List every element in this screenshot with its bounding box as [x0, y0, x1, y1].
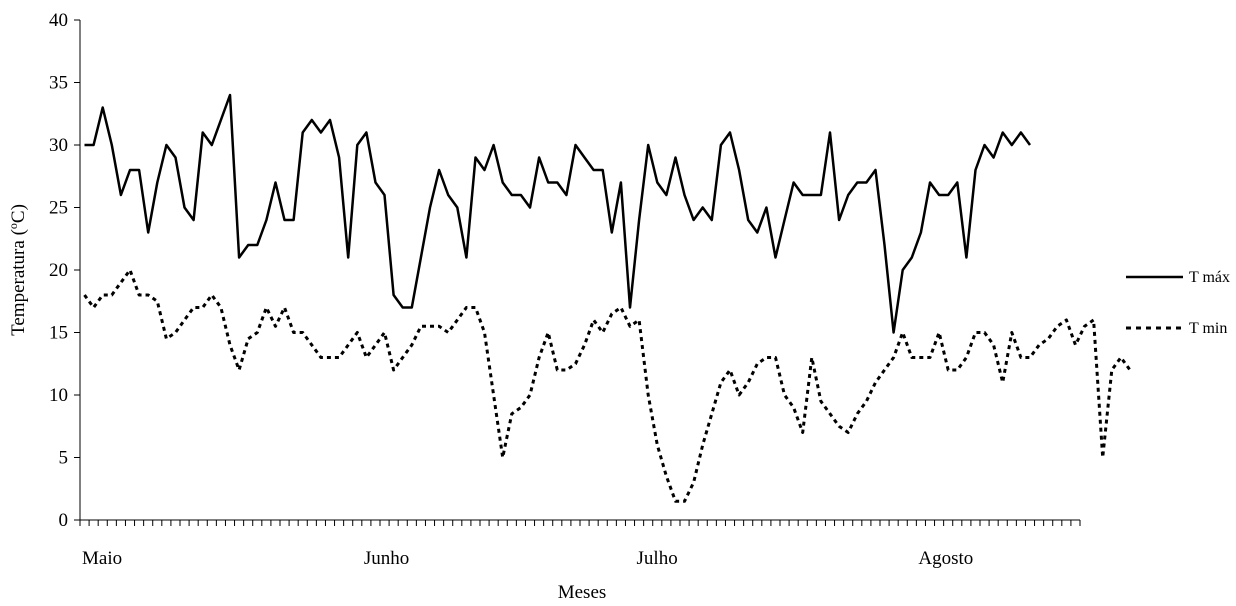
- x-tick-label: Junho: [364, 548, 409, 569]
- legend-label-2: T min: [1189, 320, 1227, 337]
- series-line-1: [84, 93, 1032, 334]
- y-axis-title: Temperatura (oC): [6, 204, 29, 336]
- y-tick-label: 30: [49, 135, 68, 156]
- series-line-2: [83, 268, 1132, 503]
- x-tick-label: Maio: [82, 548, 122, 569]
- y-axis: 0 5 10 15 20 25 30 35 40: [49, 10, 81, 531]
- y-tick-label: 15: [49, 323, 68, 344]
- y-tick-label: 20: [49, 260, 68, 281]
- legend: T máx T min: [1126, 269, 1230, 337]
- y-tick-label: 10: [49, 385, 68, 406]
- x-axis-title: Meses: [558, 582, 607, 603]
- series-lines: [83, 93, 1132, 503]
- x-axis: Maio Junho Julho Agosto: [79, 519, 1081, 569]
- legend-label-1: T máx: [1189, 269, 1230, 286]
- y-tick-label: 35: [49, 73, 68, 94]
- y-axis-title-superscript: o: [6, 223, 20, 229]
- y-tick-label: 25: [49, 198, 68, 219]
- y-axis-title-main: Temperatura (: [8, 229, 29, 336]
- x-tick-label: Agosto: [918, 548, 973, 569]
- x-tick-label: Julho: [637, 548, 678, 569]
- y-tick-label: 40: [49, 10, 68, 31]
- y-tick-label: 0: [59, 510, 69, 531]
- y-axis-title-suffix: C): [8, 204, 29, 223]
- y-tick-label: 5: [59, 448, 69, 469]
